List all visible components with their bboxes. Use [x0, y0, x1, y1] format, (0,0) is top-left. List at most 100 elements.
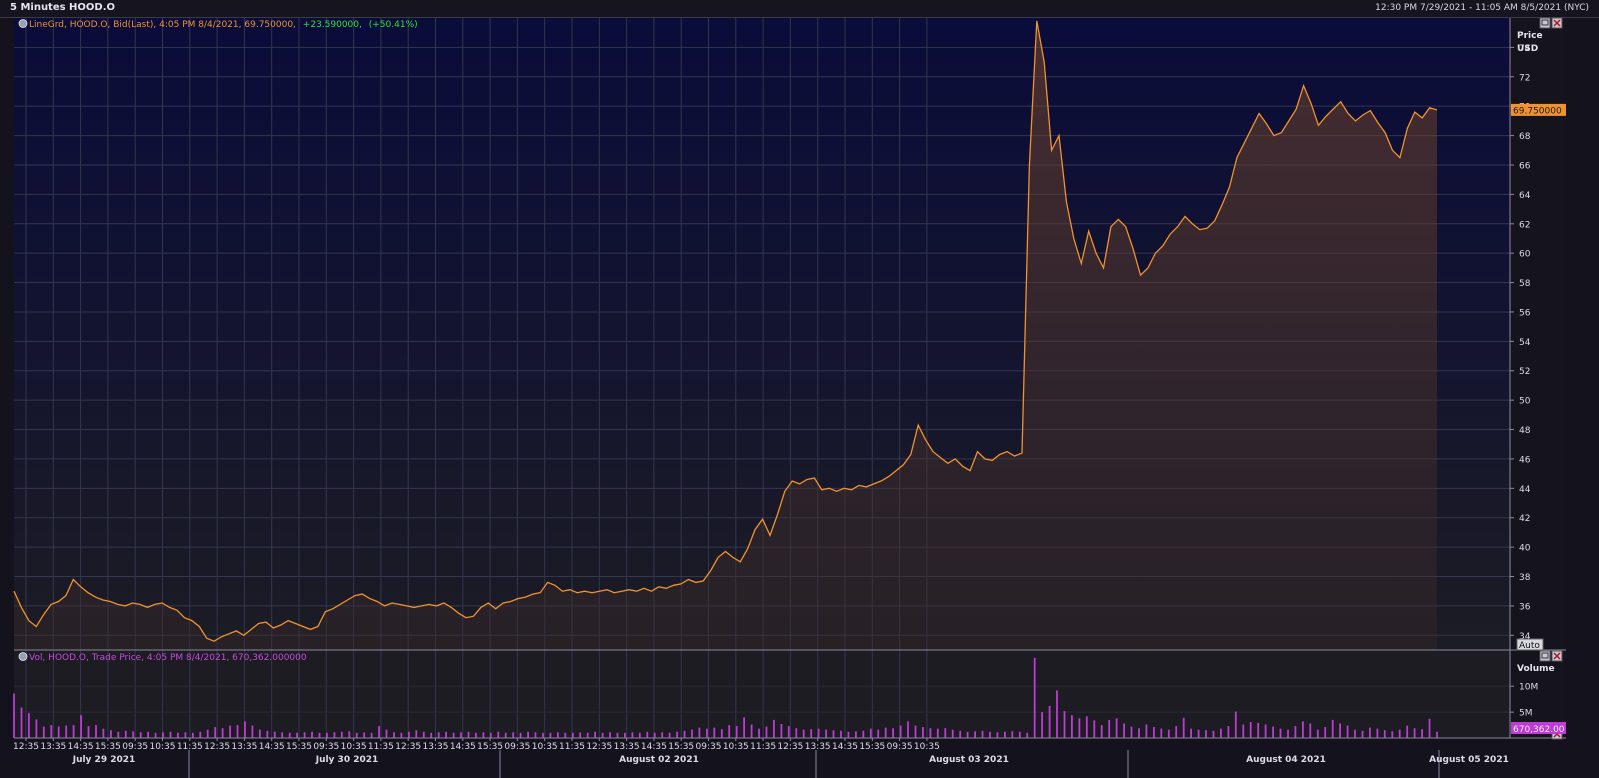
volume-bar — [899, 725, 902, 738]
volume-bar — [1242, 724, 1245, 738]
volume-panel-maximize-button[interactable] — [1539, 650, 1551, 662]
volume-bar — [1130, 726, 1133, 738]
volume-bar — [400, 732, 403, 738]
volume-bar — [877, 729, 880, 738]
volume-bar — [542, 732, 544, 738]
volume-bar — [720, 729, 723, 738]
price-panel-close-button[interactable] — [1551, 17, 1563, 29]
auto-scale-button[interactable]: Auto — [1516, 638, 1544, 651]
volume-bar — [110, 730, 112, 738]
volume-bar — [1398, 729, 1401, 738]
y-tick-label: 42 — [1519, 514, 1530, 524]
volume-bar — [1227, 726, 1230, 738]
volume-bar — [1123, 723, 1125, 738]
volume-bar — [1413, 728, 1416, 738]
last-price-label: 69.750000 — [1513, 106, 1562, 116]
volume-bar — [1428, 718, 1431, 738]
volume-bar — [653, 732, 656, 738]
volume-bar — [832, 730, 835, 738]
volume-bar — [802, 729, 805, 738]
volume-bar — [1309, 723, 1312, 738]
x-tick-label: 12:35 — [13, 742, 39, 752]
volume-bar — [512, 732, 515, 738]
volume-bar — [1011, 731, 1014, 738]
x-tick-label: 15:35 — [95, 742, 121, 752]
x-tick-label: 12:35 — [777, 742, 803, 752]
volume-bar — [1316, 729, 1319, 738]
volume-bar — [117, 731, 120, 738]
volume-panel-close-button[interactable] — [1551, 650, 1563, 662]
volume-bar — [1190, 728, 1192, 738]
volume-bar — [1220, 728, 1222, 738]
x-tick-label: 09:35 — [504, 742, 530, 752]
volume-bar — [288, 732, 291, 738]
volume-bar — [1331, 719, 1334, 738]
volume-bar — [869, 728, 872, 738]
volume-bar — [557, 732, 559, 738]
volume-bar — [750, 724, 753, 738]
volume-legend-icon[interactable] — [18, 652, 28, 661]
x-tick-label: 15:35 — [668, 742, 694, 752]
volume-bar — [1339, 723, 1341, 738]
volume-bar — [780, 724, 783, 738]
x-tick-label: 13:35 — [614, 742, 640, 752]
price-legend: LineGrd, HOOD.O, Bid(Last), 4:05 PM 8/4/… — [29, 20, 418, 30]
volume-bar — [527, 731, 529, 738]
volume-bar — [631, 732, 634, 738]
volume-bar — [191, 732, 194, 738]
x-tick-label: 14:35 — [450, 742, 476, 752]
volume-bar — [1167, 729, 1170, 738]
volume-bar — [1145, 724, 1148, 738]
volume-bar — [787, 726, 790, 738]
volume-bar — [147, 731, 149, 738]
volume-bar — [1026, 732, 1029, 738]
volume-bar — [884, 727, 887, 738]
volume-bar — [199, 731, 202, 738]
volume-bar — [467, 731, 470, 738]
volume-bar — [445, 731, 447, 738]
volume-bar — [1436, 731, 1438, 738]
volume-bar — [251, 725, 254, 738]
y-tick-label: 58 — [1519, 279, 1531, 289]
x-tick-label: 11:35 — [750, 742, 776, 752]
volume-bar — [624, 732, 626, 738]
volume-bar — [504, 732, 507, 738]
volume-bar — [460, 732, 462, 738]
volume-bar — [475, 732, 477, 738]
volume-tick-label: 5M — [1519, 709, 1533, 719]
volume-bar — [862, 730, 865, 738]
volume-bar — [72, 725, 75, 738]
x-tick-label: 10:35 — [914, 742, 940, 752]
x-tick-label: 14:35 — [641, 742, 667, 752]
volume-bar — [1346, 725, 1349, 738]
volume-bar — [765, 726, 768, 738]
volume-bar — [497, 731, 500, 738]
volume-bar — [452, 732, 455, 738]
x-tick-label: 13:35 — [40, 742, 66, 752]
volume-bar — [586, 732, 589, 738]
volume-bar — [661, 732, 664, 738]
x-tick-label: 13:35 — [231, 742, 257, 752]
volume-bar — [981, 730, 984, 738]
volume-bar — [646, 731, 649, 738]
volume-bar — [847, 731, 850, 738]
volume-bar — [907, 721, 909, 738]
volume-plot-area[interactable] — [14, 650, 1510, 738]
price-legend-icon[interactable] — [18, 19, 28, 28]
price-change: +23.590000, — [303, 20, 362, 30]
volume-bar — [430, 732, 433, 738]
volume-bar — [221, 728, 224, 738]
volume-bar — [303, 732, 306, 738]
y-tick-label: 72 — [1519, 73, 1530, 83]
price-panel-maximize-button[interactable] — [1539, 17, 1551, 29]
volume-bar — [691, 729, 693, 738]
x-tick-label: 10:35 — [532, 742, 558, 752]
volume-bar — [1212, 730, 1215, 738]
volume-bar — [1294, 726, 1297, 738]
volume-bar — [1302, 721, 1304, 738]
y-tick-label: 48 — [1519, 426, 1531, 436]
volume-bar — [348, 731, 351, 738]
volume-bar — [13, 693, 15, 738]
x-tick-label: 14:35 — [68, 742, 94, 752]
